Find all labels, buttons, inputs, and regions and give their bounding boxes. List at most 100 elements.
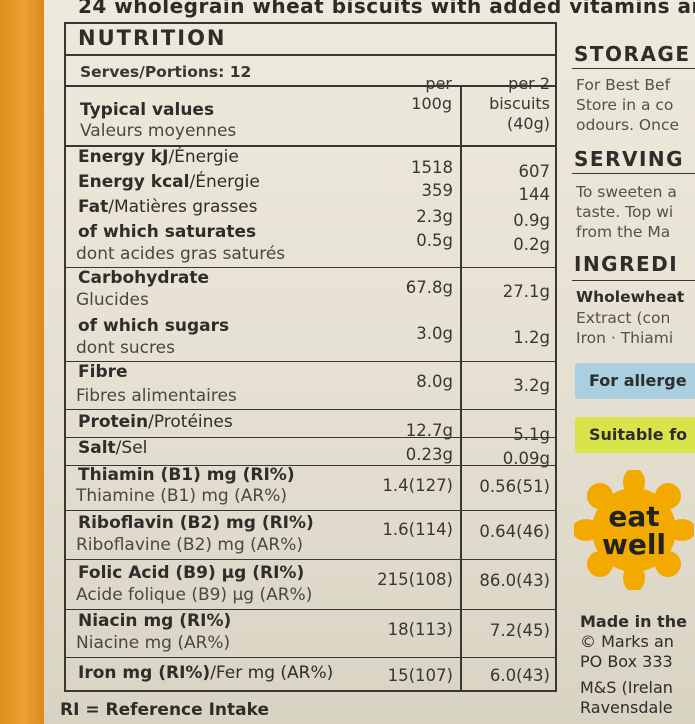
allergen-banner: For allerge (575, 363, 695, 399)
row-niacin-fr: Niacine mg (AR%) (76, 633, 231, 653)
value-per100: 1518 (411, 158, 453, 177)
row-energy-kcal: Energy kcal/Énergie (78, 172, 260, 192)
storage-line-3: odours. Once (576, 116, 680, 134)
value-per100: 215(108) (377, 570, 453, 589)
row-carbohydrate-fr: Glucides (76, 290, 149, 310)
divider (572, 68, 695, 69)
value-per2: 27.1g (502, 282, 550, 301)
row-sugars-fr: dont sucres (76, 338, 175, 358)
col-per100-line1: per (425, 74, 452, 93)
eatwell-word-1: eat (608, 500, 659, 533)
ingredients-line-2: Extract (con (576, 309, 671, 327)
divider (64, 657, 557, 658)
value-per2: 0.2g (513, 235, 550, 254)
ingredients-line-1: Wholewheat (576, 288, 685, 306)
divider (64, 609, 557, 610)
divider (64, 361, 557, 362)
serving-line-3: from the Ma (576, 223, 671, 241)
value-per100: 15(107) (387, 666, 453, 685)
product-description: 24 wholegrain wheat biscuits with added … (78, 0, 695, 18)
divider (64, 54, 557, 56)
storage-line-2: Store in a co (576, 96, 674, 114)
value-per2: 7.2(45) (489, 621, 550, 640)
made-line-2: © Marks an (580, 632, 674, 651)
value-per100: 12.7g (405, 421, 453, 440)
divider (64, 85, 557, 87)
divider (64, 559, 557, 560)
row-riboflavin: Riboflavin (B2) mg (RI%) (78, 513, 314, 533)
typical-values-fr: Valeurs moyennes (80, 121, 237, 141)
ingredients-heading: INGREDI (574, 252, 679, 276)
value-per2: 5.1g (513, 425, 550, 444)
value-per2: 0.64(46) (479, 522, 550, 541)
label-panel (44, 0, 695, 724)
value-per100: 0.23g (405, 445, 453, 464)
value-per100: 67.8g (405, 278, 453, 297)
made-line-1: Made in the (580, 612, 687, 631)
row-energy-kj: Energy kJ/Énergie (78, 147, 239, 167)
ingredients-line-3: Iron · Thiami (576, 329, 674, 347)
value-per100: 2.3g (416, 207, 453, 226)
row-iron: Iron mg (RI%)/Fer mg (AR%) (78, 663, 334, 683)
suitable-text: Suitable fo (589, 425, 688, 444)
ri-note: RI = Reference Intake (60, 700, 269, 720)
column-divider (460, 85, 462, 692)
col-header-per100: per 100g (380, 74, 452, 114)
row-thiamin-fr: Thiamine (B1) mg (AR%) (76, 486, 287, 506)
value-per2: 0.09g (502, 449, 550, 468)
value-per2: 1.2g (513, 328, 550, 347)
made-in-block: Made in the © Marks an PO Box 333 M&S (I… (580, 612, 687, 718)
row-carbohydrate: Carbohydrate (78, 268, 210, 288)
value-per2: 6.0(43) (489, 666, 550, 685)
value-per100: 18(113) (387, 620, 453, 639)
col-per2-line1: per 2 (508, 74, 550, 93)
row-riboflavin-fr: Riboflavine (B2) mg (AR%) (76, 535, 304, 555)
serves-label: Serves/Portions: 12 (80, 63, 252, 81)
allergen-text: For allerge (589, 371, 687, 390)
col-per2-line2: biscuits (489, 94, 550, 113)
col-header-per2: per 2 biscuits (40g) (465, 74, 550, 134)
row-niacin: Niacin mg (RI%) (78, 611, 232, 631)
value-per2: 0.9g (513, 211, 550, 230)
made-line-4: M&S (Irelan (580, 678, 673, 697)
serving-heading: SERVING (574, 147, 685, 171)
serving-line-2: taste. Top wi (576, 203, 674, 221)
row-folic-acid: Folic Acid (B9) µg (RI%) (78, 563, 305, 583)
col-per100-line2: 100g (411, 94, 452, 113)
eat-well-logo: eat well (574, 470, 694, 590)
orange-box-edge (0, 0, 44, 724)
suitable-banner: Suitable fo (575, 417, 695, 453)
divider (572, 280, 695, 281)
row-protein: Protein/Protéines (78, 412, 233, 432)
row-saturates: of which saturates (78, 222, 257, 242)
divider (64, 409, 557, 410)
divider (64, 465, 557, 466)
row-fibre: Fibre (78, 362, 128, 382)
value-per100: 1.4(127) (382, 476, 453, 495)
value-per100: 3.0g (416, 324, 453, 343)
row-thiamin: Thiamin (B1) mg (RI%) (78, 465, 295, 485)
made-line-3: PO Box 333 (580, 652, 673, 671)
col-per2-line3: (40g) (507, 114, 550, 133)
storage-line-1: For Best Bef (576, 76, 671, 94)
row-fibre-fr: Fibres alimentaires (76, 386, 237, 406)
typical-values: Typical values (80, 100, 215, 120)
value-per100: 0.5g (416, 231, 453, 250)
divider (572, 173, 695, 174)
eatwell-word-2: well (602, 528, 666, 561)
row-salt: Salt/Sel (78, 438, 148, 458)
value-per2: 607 (518, 162, 551, 181)
divider (64, 510, 557, 511)
divider (64, 145, 557, 147)
value-per2: 0.56(51) (479, 477, 550, 496)
divider (64, 267, 557, 268)
row-fat: Fat/Matières grasses (78, 197, 258, 217)
nutrition-title: NUTRITION (78, 26, 227, 50)
value-per2: 86.0(43) (479, 571, 550, 590)
value-per100: 359 (421, 181, 454, 200)
row-folic-acid-fr: Acide folique (B9) µg (AR%) (76, 585, 313, 605)
row-saturates-fr: dont acides gras saturés (76, 244, 286, 264)
divider (64, 437, 557, 438)
value-per2: 144 (518, 185, 551, 204)
row-sugars: of which sugars (78, 316, 230, 336)
